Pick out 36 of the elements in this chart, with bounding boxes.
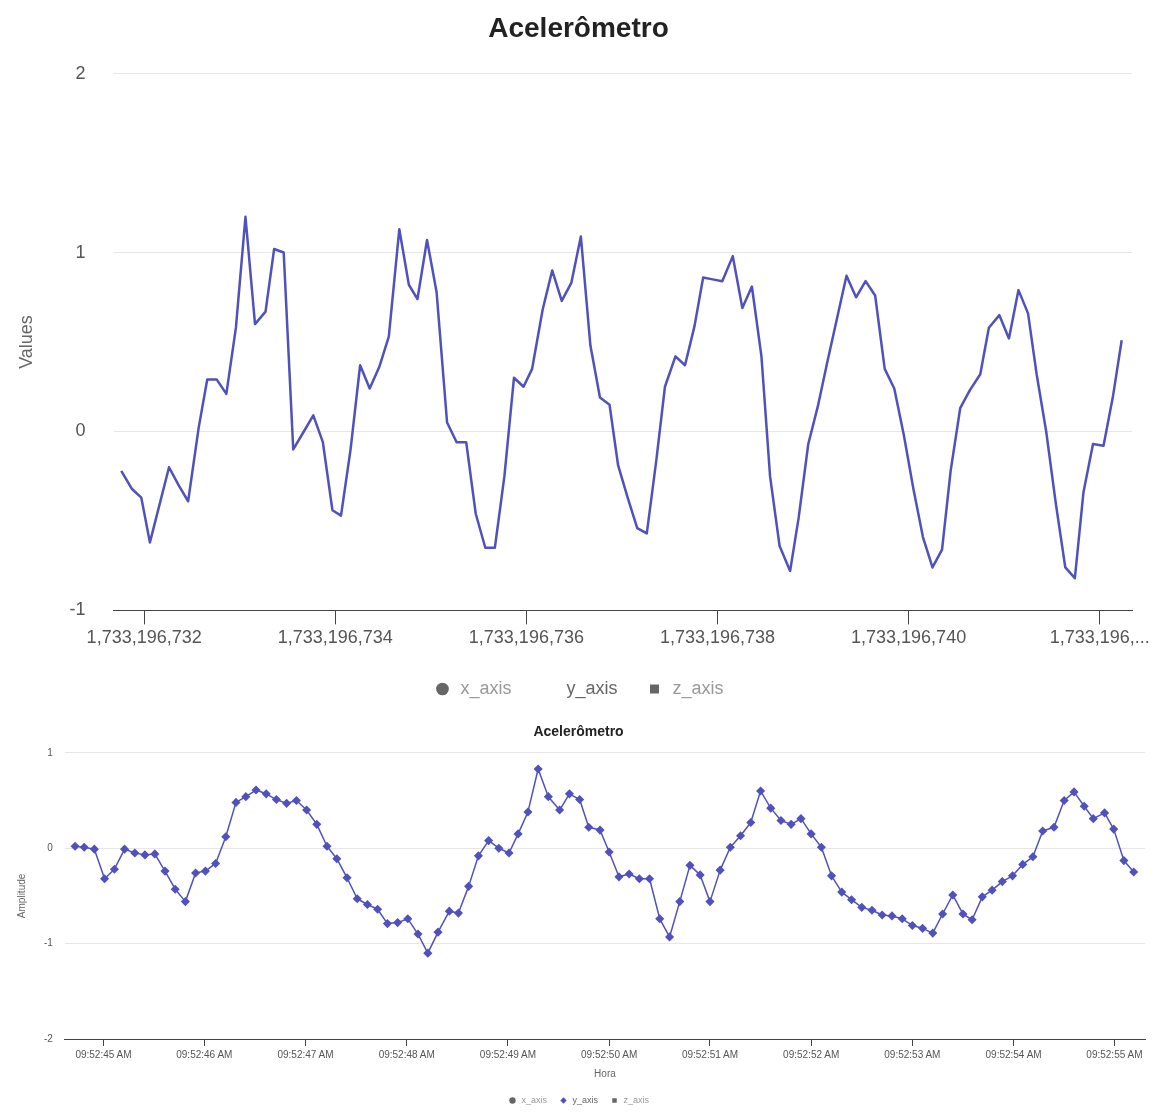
- legend-label: z_axis: [623, 1094, 650, 1105]
- x-tick-label: 09:52:48 AM: [378, 1048, 435, 1060]
- legend-label: x_axis: [460, 677, 512, 699]
- x-tick-label: 09:52:47 AM: [277, 1048, 334, 1060]
- x-tick-label: 1,733,196,738: [659, 627, 776, 648]
- y-tick-label: 2: [75, 62, 86, 83]
- legend-label: y_axis: [572, 1094, 599, 1105]
- chart-title: Acelerômetro: [533, 723, 624, 740]
- x-tick-label: 09:52:46 AM: [176, 1048, 233, 1060]
- x-axis-title: Hora: [594, 1067, 617, 1079]
- x-tick-label: 1,733,196,736: [468, 627, 584, 648]
- x-tick-label: 1,733,196,734: [277, 627, 393, 648]
- x-tick-label: 09:52:50 AM: [581, 1048, 638, 1060]
- text: y_axis: [566, 677, 618, 699]
- y-axis-title: Values: [15, 315, 36, 369]
- y-tick-label: 1: [75, 241, 86, 262]
- y-tick-label: -1: [43, 937, 54, 949]
- y-tick-label: -2: [43, 1032, 54, 1044]
- x-tick-label: 09:52:54 AM: [985, 1048, 1042, 1060]
- y-axis-title: Amplitude: [15, 873, 27, 919]
- legend-label: x_axis: [521, 1094, 548, 1105]
- x-tick-label: 09:52:53 AM: [884, 1048, 941, 1060]
- y-tick-label: 0: [47, 841, 54, 853]
- x-tick-label: 09:52:45 AM: [75, 1048, 132, 1060]
- legend-label: z_axis: [672, 677, 724, 699]
- y-tick-label: 1: [47, 746, 54, 758]
- y-tick-label: -1: [69, 599, 86, 620]
- x-tick-label: 1,733,196,...: [1049, 627, 1150, 648]
- x-tick-label: 09:52:52 AM: [783, 1048, 840, 1060]
- chart-title: Acelerômetro: [488, 11, 669, 43]
- x-tick-label: 1,733,196,732: [86, 627, 202, 648]
- x-tick-label: 09:52:51 AM: [681, 1048, 739, 1060]
- x-tick-label: 09:52:49 AM: [479, 1048, 537, 1060]
- x-tick-label: 09:52:55 AM: [1086, 1048, 1143, 1060]
- x-tick-label: 1,733,196,740: [851, 627, 967, 648]
- y-tick-label: 0: [75, 420, 86, 441]
